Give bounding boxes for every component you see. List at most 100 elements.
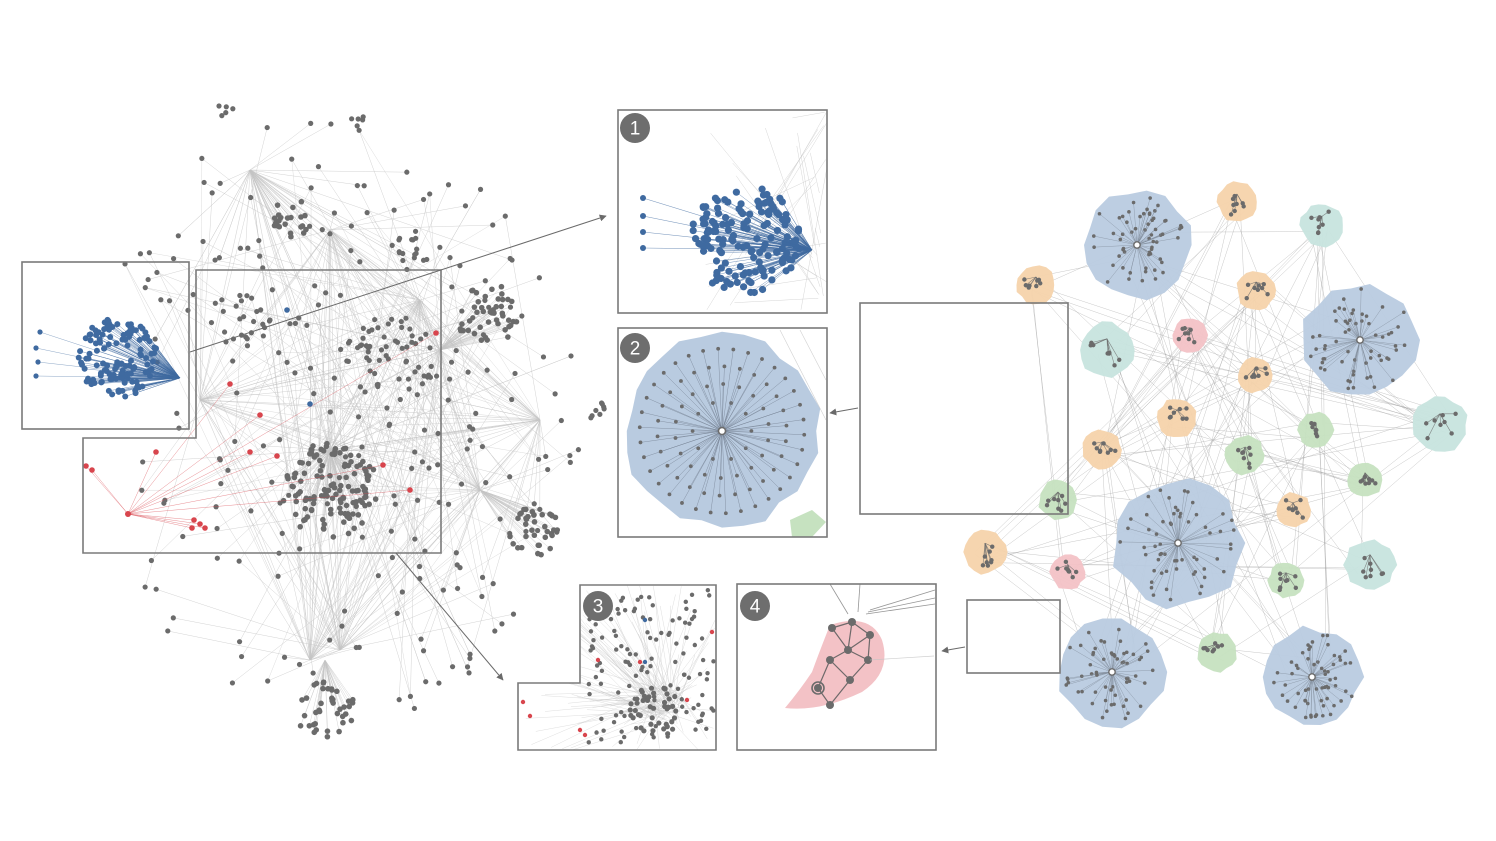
node — [375, 325, 381, 331]
node — [1303, 688, 1308, 693]
node — [673, 708, 679, 714]
node — [1324, 684, 1329, 689]
node — [342, 454, 349, 460]
node — [1321, 357, 1326, 361]
edge — [1359, 339, 1388, 359]
node — [364, 210, 370, 216]
node — [244, 336, 250, 342]
node — [844, 646, 852, 654]
node — [356, 127, 362, 133]
edge — [366, 212, 441, 351]
edge — [309, 591, 403, 661]
node — [260, 443, 267, 449]
node — [305, 460, 312, 467]
edge — [323, 659, 326, 683]
node — [310, 721, 317, 728]
node — [310, 670, 316, 676]
green-group-region — [1197, 632, 1237, 673]
edge — [831, 627, 849, 651]
node — [1133, 226, 1138, 231]
node — [984, 560, 989, 565]
edge — [677, 430, 723, 478]
node — [414, 246, 420, 252]
node — [290, 483, 296, 490]
node — [510, 611, 517, 617]
node — [148, 350, 155, 357]
node — [234, 390, 240, 396]
edge — [1078, 671, 1113, 693]
node — [331, 451, 338, 458]
edge — [704, 430, 723, 475]
node — [1326, 209, 1331, 214]
node — [558, 417, 564, 424]
node — [1372, 385, 1377, 389]
node — [337, 510, 344, 516]
node — [711, 194, 720, 202]
edge — [1305, 676, 1313, 701]
node — [398, 318, 404, 325]
node — [365, 473, 372, 479]
node — [1167, 496, 1171, 500]
node — [768, 266, 776, 274]
node — [1180, 326, 1185, 332]
edge — [479, 489, 542, 555]
node — [321, 521, 328, 528]
node — [317, 457, 323, 464]
pink-group-region — [1172, 318, 1209, 353]
edge — [1177, 542, 1231, 545]
edge — [122, 339, 181, 379]
edge — [1148, 496, 1179, 544]
node — [746, 210, 754, 218]
edge — [1311, 676, 1352, 697]
node — [760, 357, 764, 361]
badge-2: 2 — [620, 333, 650, 363]
edge — [307, 449, 331, 518]
node — [435, 462, 441, 468]
edge — [1177, 531, 1221, 544]
node — [495, 296, 502, 302]
edge — [1349, 339, 1361, 382]
node — [349, 488, 356, 494]
node — [639, 667, 644, 673]
edge — [309, 504, 396, 661]
node — [645, 669, 650, 675]
node — [110, 371, 117, 378]
node — [1256, 373, 1261, 379]
edge — [1288, 433, 1451, 576]
edge — [1324, 339, 1361, 350]
edge — [419, 299, 481, 491]
node — [354, 123, 360, 129]
node — [412, 369, 418, 375]
node — [640, 245, 646, 251]
edge — [1239, 206, 1253, 454]
hub-node — [811, 681, 825, 695]
node — [445, 182, 452, 188]
node — [101, 345, 108, 352]
node — [766, 422, 771, 426]
node — [467, 651, 473, 657]
node — [421, 427, 428, 433]
node — [705, 587, 711, 593]
edge — [1116, 338, 1373, 482]
node — [221, 329, 228, 335]
edge — [199, 229, 331, 401]
node — [785, 255, 793, 264]
node — [531, 532, 538, 539]
edge — [984, 542, 1212, 644]
node — [753, 504, 758, 509]
node — [297, 723, 304, 729]
edge — [847, 621, 853, 651]
edge — [329, 449, 354, 515]
edge — [745, 112, 827, 255]
node — [357, 259, 363, 265]
node — [635, 712, 642, 718]
node — [89, 467, 95, 473]
edge — [397, 419, 541, 614]
edge — [1353, 339, 1361, 388]
node — [82, 335, 89, 342]
node — [1338, 658, 1343, 662]
node — [1143, 269, 1148, 274]
node — [219, 297, 225, 303]
edge — [420, 489, 481, 640]
node — [1180, 558, 1184, 562]
